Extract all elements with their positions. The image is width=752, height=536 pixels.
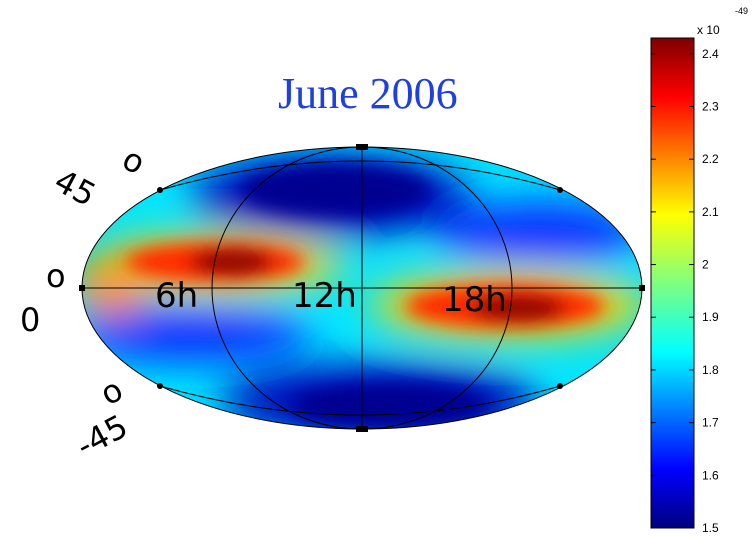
parallel-label-45-degree: o — [116, 140, 151, 183]
colorbar-gradient — [650, 37, 695, 529]
colorbar-tick-label: 2.2 — [702, 152, 719, 166]
colorbar-exponent-base: x 10 — [697, 23, 720, 37]
colorbar-exponent: -49 — [735, 6, 748, 16]
chart-title: June 2006 — [278, 69, 458, 118]
parallel-label-0: 0 — [20, 301, 40, 339]
colorbar: x 10 -49 2.4 2.3 2.2 2.1 2 1.9 1.8 1.7 1.6 1.5 — [650, 6, 748, 535]
meridian-6h-18h — [211, 146, 513, 430]
colorbar-tick-label: 2.3 — [702, 99, 719, 113]
colorbar-tick-label: 1.8 — [702, 363, 719, 377]
parallel-label-minus45: -45 — [70, 407, 134, 465]
colorbar-tick-label: 1.9 — [702, 310, 719, 324]
colorbar-tick-label: 2.4 — [702, 47, 719, 61]
parallel-south-45 — [159, 385, 561, 416]
colorbar-tick-label: 1.7 — [702, 416, 719, 430]
colorbar-tick-label: 2 — [702, 258, 709, 272]
meridian-label-18h: 18h — [442, 280, 507, 320]
colorbar-tick-label: 1.6 — [702, 468, 719, 482]
grid-markers — [79, 144, 645, 432]
parallel-label-minus45-degree: o — [94, 370, 129, 413]
parallel-label-45: 45 — [48, 162, 102, 215]
parallel-label-0-degree: o — [46, 257, 66, 295]
parallel-north-45 — [159, 160, 561, 191]
meridian-label-12h: 12h — [292, 276, 357, 316]
colorbar-ticks: 2.4 2.3 2.2 2.1 2 1.9 1.8 1.7 1.6 1.5 — [651, 47, 719, 535]
meridian-label-6h: 6h — [155, 276, 198, 316]
colorbar-tick-label: 2.1 — [702, 205, 719, 219]
colorbar-tick-label: 1.5 — [702, 521, 719, 535]
